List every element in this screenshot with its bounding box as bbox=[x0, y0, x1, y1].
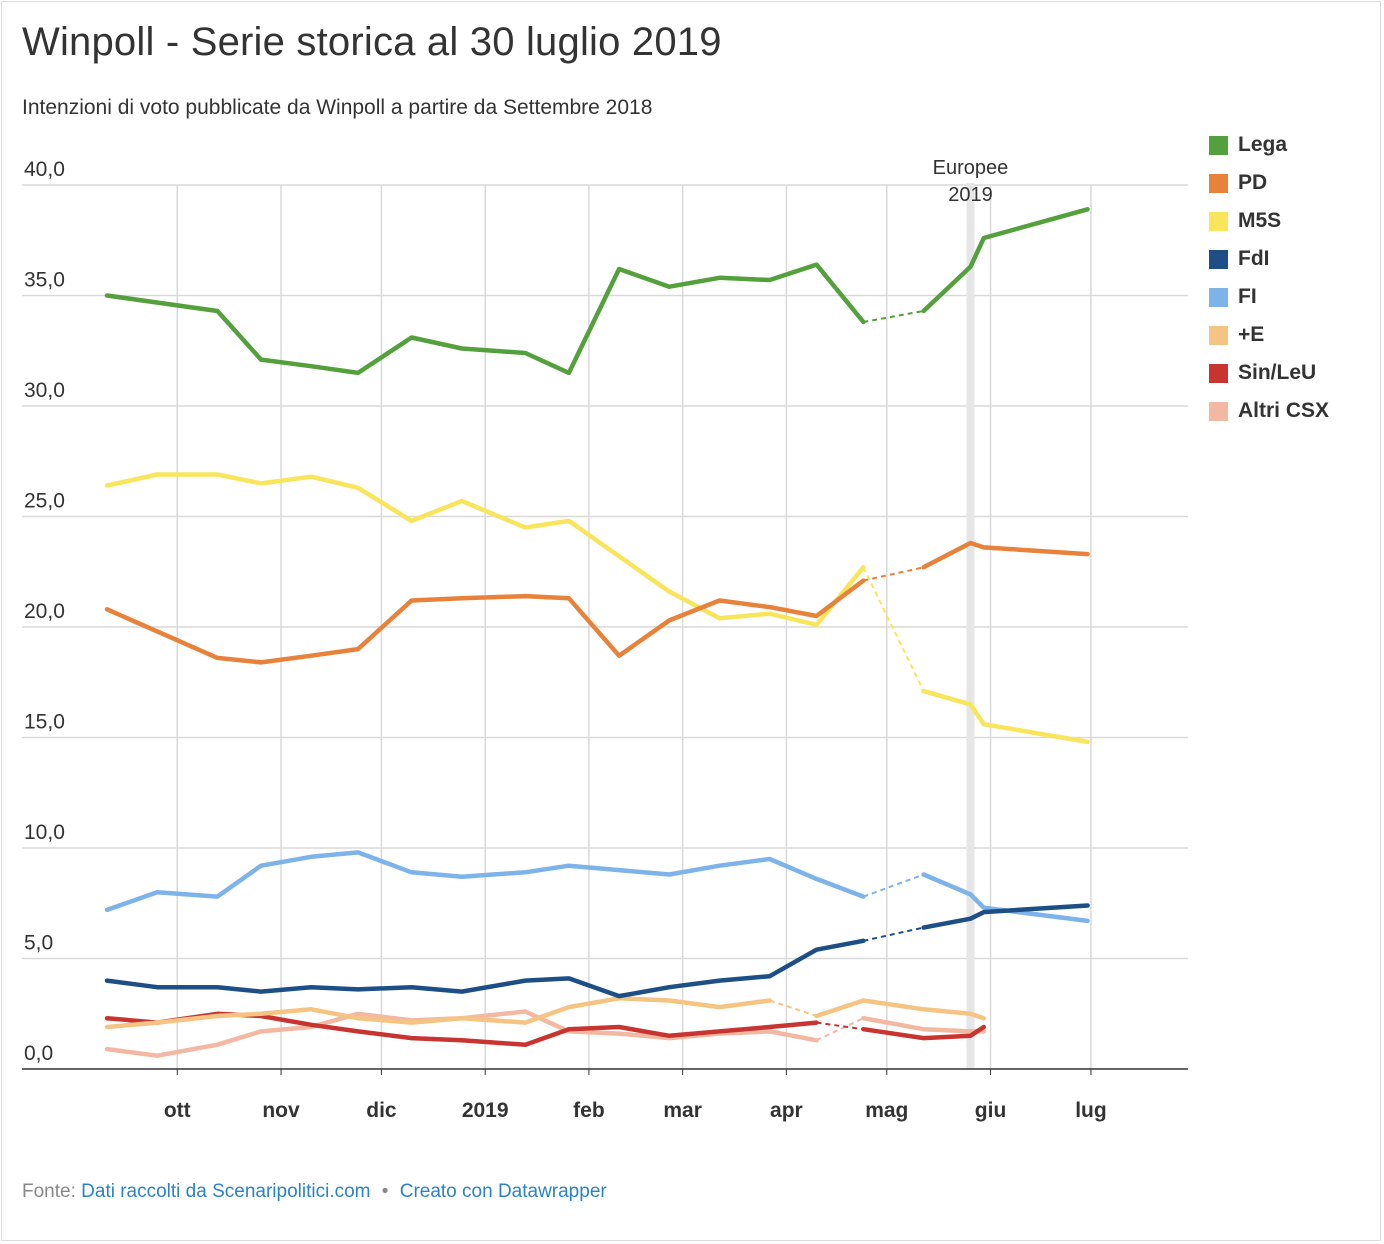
series-line-gap bbox=[816, 1021, 864, 1031]
x-tick-label: feb bbox=[573, 1099, 605, 1122]
legend-item: M5S bbox=[1209, 202, 1329, 240]
annotation-label-line2: 2019 bbox=[948, 184, 993, 206]
legend-swatch bbox=[1209, 211, 1228, 231]
legend-label: M5S bbox=[1238, 209, 1282, 232]
series-pd bbox=[104, 540, 1090, 665]
footer: Fonte: Dati raccolti da Scenaripolitici.… bbox=[22, 1181, 607, 1203]
series-line-gap bbox=[863, 566, 924, 582]
series-line-after bbox=[921, 540, 1090, 570]
series-line-before bbox=[104, 578, 866, 665]
series-m5s bbox=[104, 472, 1090, 745]
series-line-after bbox=[921, 688, 1090, 745]
x-tick-label: mar bbox=[663, 1099, 702, 1122]
y-tick-label: 5,0 bbox=[24, 932, 53, 955]
series-line-after bbox=[921, 903, 1090, 930]
legend-swatch bbox=[1209, 363, 1228, 383]
series-line-after bbox=[814, 998, 987, 1021]
series-line-after bbox=[921, 207, 1090, 314]
legend-item: +E bbox=[1209, 316, 1329, 354]
series-line-before bbox=[104, 472, 866, 628]
legend-label: PD bbox=[1238, 171, 1268, 194]
legend-label: FdI bbox=[1238, 247, 1270, 270]
series-line-gap bbox=[862, 566, 925, 692]
axes: 0,0 5,0 10,0 15,0 20,0 25,0 30,0 35,0 40,0 ott nov… bbox=[22, 158, 1188, 1122]
y-tick-label: 0,0 bbox=[24, 1042, 53, 1065]
x-tick-label: lug bbox=[1075, 1099, 1107, 1122]
series-line-gap bbox=[863, 309, 924, 324]
x-tick-label: mag bbox=[865, 1099, 908, 1122]
legend-item: FdI bbox=[1209, 240, 1329, 278]
series-altri-csx bbox=[104, 1009, 987, 1058]
y-tick-label: 25,0 bbox=[24, 490, 65, 513]
legend-item: FI bbox=[1209, 278, 1329, 316]
legend-swatch bbox=[1209, 287, 1228, 307]
series-line-after bbox=[861, 1024, 987, 1041]
footer-source-link[interactable]: Dati raccolti da Scenaripolitici.com bbox=[81, 1181, 371, 1202]
series-lega bbox=[104, 207, 1090, 376]
legend-label: Sin/LeU bbox=[1238, 361, 1317, 384]
series-fdi bbox=[104, 903, 1090, 999]
x-tick-label: 2019 bbox=[462, 1099, 509, 1122]
x-tick-label: ott bbox=[164, 1099, 191, 1122]
series-line-before bbox=[104, 938, 866, 999]
legend-item: PD bbox=[1209, 164, 1329, 202]
x-tick-label: nov bbox=[262, 1099, 300, 1122]
series-fi bbox=[104, 850, 1090, 924]
grid-lines bbox=[22, 184, 1188, 1069]
legend-label: FI bbox=[1238, 285, 1257, 308]
y-tick-label: 20,0 bbox=[24, 600, 65, 623]
x-tick-label: dic bbox=[366, 1099, 397, 1122]
legend: Lega PD M5S FdI FI +E Sin/LeU Altri CSX bbox=[1209, 126, 1329, 430]
legend-item: Sin/LeU bbox=[1209, 354, 1329, 392]
series-line-after bbox=[921, 872, 1090, 924]
annotation-label-line1: Europee bbox=[933, 157, 1009, 179]
series-line-gap bbox=[863, 926, 924, 942]
series-line-before bbox=[104, 262, 866, 376]
series-line-after bbox=[861, 1015, 987, 1034]
legend-item: Altri CSX bbox=[1209, 392, 1329, 430]
series-layer bbox=[104, 207, 1090, 1058]
x-tick-label: apr bbox=[770, 1099, 803, 1122]
legend-swatch bbox=[1209, 249, 1228, 269]
y-tick-label: 30,0 bbox=[24, 379, 65, 402]
y-tick-label: 10,0 bbox=[24, 821, 65, 844]
europee-band bbox=[966, 183, 975, 1069]
x-tick-label: giu bbox=[975, 1099, 1007, 1122]
series-line-before bbox=[104, 996, 772, 1030]
legend-item: Lega bbox=[1209, 126, 1329, 164]
series-line-gap bbox=[769, 999, 817, 1017]
legend-swatch bbox=[1209, 173, 1228, 193]
y-tick-label: 35,0 bbox=[24, 269, 65, 292]
election-annotation: Europee 2019 bbox=[933, 157, 1009, 1069]
y-tick-label: 40,0 bbox=[24, 158, 65, 181]
legend-swatch bbox=[1209, 135, 1228, 155]
chart-subtitle: Intenzioni di voto pubblicate da Winpoll… bbox=[22, 96, 653, 119]
series-line-gap bbox=[863, 873, 924, 898]
legend-swatch bbox=[1209, 325, 1228, 345]
series-line-before bbox=[104, 850, 866, 913]
series--e bbox=[104, 996, 987, 1030]
footer-source-prefix: Fonte: bbox=[22, 1181, 76, 1202]
chart-title: Winpoll - Serie storica al 30 luglio 201… bbox=[22, 20, 722, 64]
legend-label: Altri CSX bbox=[1238, 399, 1330, 422]
legend-label: +E bbox=[1238, 323, 1265, 346]
footer-separator: • bbox=[381, 1181, 389, 1202]
legend-label: Lega bbox=[1238, 133, 1288, 156]
footer-datawrapper-link[interactable]: Creato con Datawrapper bbox=[399, 1181, 607, 1202]
legend-swatch bbox=[1209, 401, 1228, 421]
y-tick-label: 15,0 bbox=[24, 711, 65, 734]
